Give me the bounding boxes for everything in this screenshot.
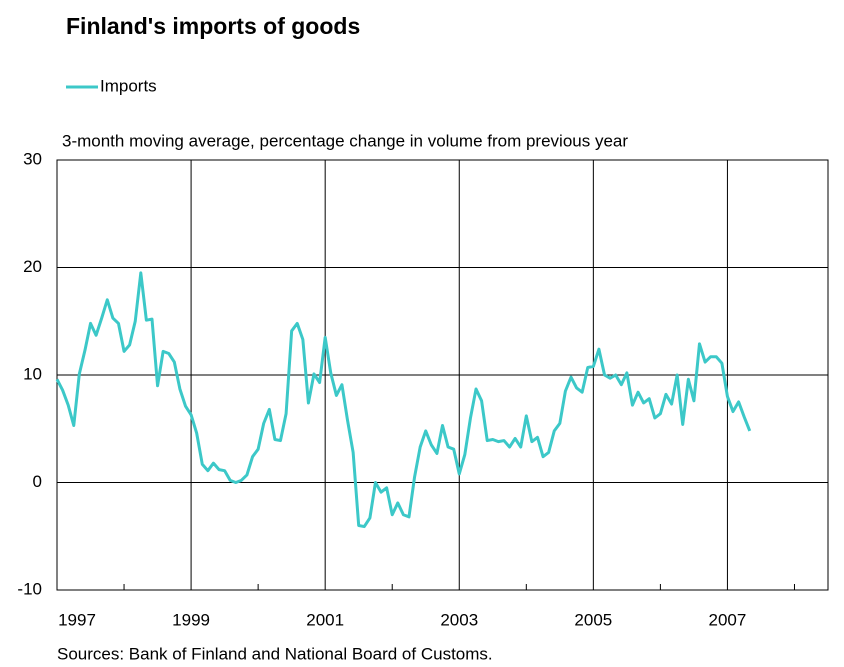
y-tick-label: 0: [33, 472, 42, 491]
x-tick-label: 2003: [440, 610, 478, 629]
subtitle: 3-month moving average, percentage chang…: [62, 131, 628, 150]
legend-label: Imports: [100, 76, 157, 95]
chart-title: Finland's imports of goods: [66, 13, 360, 39]
x-tick-label: 2005: [574, 610, 612, 629]
y-tick-label: 20: [23, 257, 42, 276]
x-tick-label: 1999: [172, 610, 210, 629]
y-tick-label: 10: [23, 364, 42, 383]
source-note: Sources: Bank of Finland and National Bo…: [57, 644, 493, 663]
data-line: [55, 271, 752, 529]
y-tick-label: 30: [23, 149, 42, 168]
x-tick-label: 2007: [709, 610, 747, 629]
x-tick-label: 2001: [306, 610, 344, 629]
y-tick-label: -10: [17, 579, 42, 598]
x-tick-label: 1997: [58, 610, 96, 629]
